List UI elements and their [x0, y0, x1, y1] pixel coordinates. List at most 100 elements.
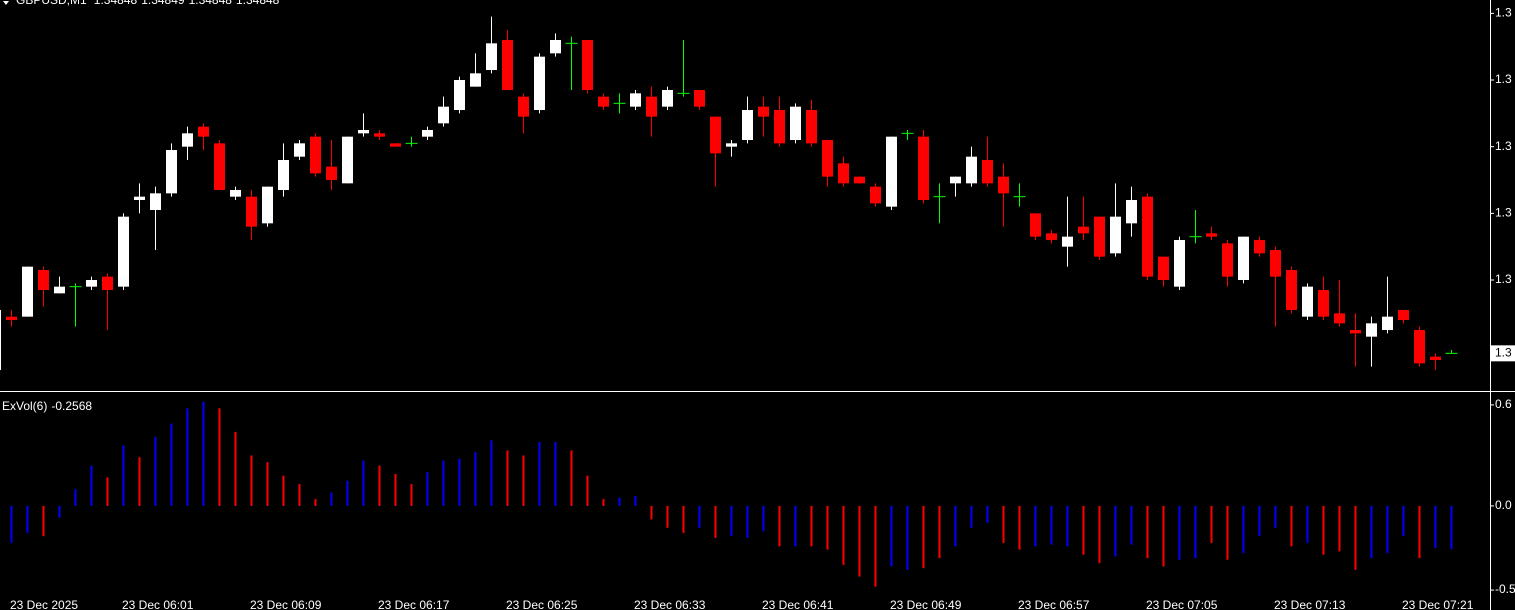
- candle-body: [582, 40, 593, 90]
- candle-body: [86, 280, 97, 287]
- candle-body: [118, 216, 129, 287]
- candle-body: [950, 176, 961, 184]
- y-tick-label: 1.3: [1495, 272, 1512, 286]
- indicator-readout: -0.2568: [51, 399, 92, 413]
- symbol-menu-icon[interactable]: [3, 1, 9, 5]
- candle-body: [966, 156, 977, 184]
- y-tick-label: 0.6: [1495, 397, 1512, 411]
- symbol: GBPUSD,M1: [16, 0, 87, 7]
- candle-body: [1366, 323, 1377, 337]
- x-tick-label: 23 Dec 06:17: [378, 598, 450, 610]
- candle-body: [390, 143, 401, 147]
- candle-body: [758, 106, 769, 117]
- candle-body: [182, 133, 193, 147]
- candle-body: [310, 136, 321, 174]
- candle-body: [246, 196, 257, 227]
- candle-body: [1398, 310, 1409, 320]
- candle-body: [1302, 286, 1313, 317]
- candle-body: [886, 136, 897, 207]
- ohlc-readout: 1.34848: [94, 0, 138, 7]
- candle-body: [262, 186, 273, 224]
- candle-body: [806, 110, 817, 144]
- candle-body: [918, 136, 929, 200]
- candle-body: [838, 163, 849, 184]
- candle-body: [1222, 243, 1233, 277]
- candle-body: [1254, 240, 1265, 254]
- ohlc-readout: 1.34848: [236, 0, 280, 7]
- candle-body: [1110, 216, 1121, 254]
- candle-body: [998, 176, 1009, 194]
- candle-body: [342, 136, 353, 184]
- current-price-box: [1491, 345, 1515, 362]
- x-tick-label: 23 Dec 06:33: [634, 598, 706, 610]
- candle-body: [38, 270, 49, 290]
- y-tick-label: 1.3: [1495, 206, 1512, 220]
- candle-body: [822, 140, 833, 177]
- candle-body: [102, 276, 113, 290]
- candle-body: [1414, 330, 1425, 364]
- candle-body: [1350, 330, 1361, 334]
- candle-body: [1430, 356, 1441, 360]
- candle-body: [470, 73, 481, 87]
- y-tick-label: 1.3: [1495, 139, 1512, 153]
- candle-body: [1286, 270, 1297, 310]
- chart-title: GBPUSD,M1 1.34848 1.34849 1.34848 1.34848: [16, 0, 280, 7]
- candle-body: [54, 286, 65, 294]
- candle-body: [358, 130, 369, 134]
- candle-body: [870, 186, 881, 204]
- candle-body: [774, 110, 785, 144]
- candle-body: [326, 166, 337, 180]
- x-tick-label: 23 Dec 07:21: [1402, 598, 1474, 610]
- candle-body: [598, 96, 609, 107]
- candle-body: [1094, 216, 1105, 257]
- candle-body: [1382, 316, 1393, 330]
- candle-body: [1062, 236, 1073, 247]
- candle-body: [1238, 236, 1249, 280]
- candle-body: [374, 133, 385, 137]
- candle-body: [150, 193, 161, 210]
- candle-body: [214, 143, 225, 190]
- x-tick-label: 23 Dec 2025: [10, 598, 78, 610]
- candle-body: [486, 43, 497, 70]
- candle-body: [198, 126, 209, 137]
- candle-body: [1334, 313, 1345, 324]
- candle-body: [790, 106, 801, 140]
- candle-body: [230, 190, 241, 197]
- candle-body: [1206, 233, 1217, 237]
- candle-body: [534, 56, 545, 110]
- candle-body: [982, 160, 993, 184]
- y-tick-label: 1.3: [1495, 6, 1512, 20]
- current-price-label: 1.3: [1495, 346, 1512, 360]
- indicator-title: ExVol(6) -0.2568: [2, 399, 92, 413]
- candle-body: [6, 316, 17, 320]
- candle-body: [646, 96, 657, 117]
- candle-body: [694, 90, 705, 107]
- candle-body: [726, 143, 737, 147]
- ohlc-readout: 1.34849: [141, 0, 185, 7]
- candle-body: [134, 196, 145, 200]
- y-tick-label: -0.5: [1495, 582, 1515, 596]
- candle-body: [710, 116, 721, 154]
- candle-body: [742, 110, 753, 140]
- x-tick-label: 23 Dec 06:25: [506, 598, 578, 610]
- candle-body: [1078, 226, 1089, 234]
- y-tick-label: 0.0: [1495, 498, 1512, 512]
- candle-body: [278, 160, 289, 190]
- candle-body: [518, 96, 529, 117]
- x-tick-label: 23 Dec 06:49: [890, 598, 962, 610]
- x-tick-label: 23 Dec 07:13: [1274, 598, 1346, 610]
- y-tick-label: 1.3: [1495, 72, 1512, 86]
- candle-body: [438, 106, 449, 124]
- candle-body: [550, 40, 561, 54]
- candle-body: [166, 150, 177, 194]
- x-tick-label: 23 Dec 06:57: [1018, 598, 1090, 610]
- x-tick-label: 23 Dec 06:09: [250, 598, 322, 610]
- candle-body: [854, 176, 865, 184]
- candle-body: [454, 80, 465, 110]
- candle-body: [422, 130, 433, 137]
- candle-body: [1270, 250, 1281, 277]
- candle-body: [1158, 256, 1169, 280]
